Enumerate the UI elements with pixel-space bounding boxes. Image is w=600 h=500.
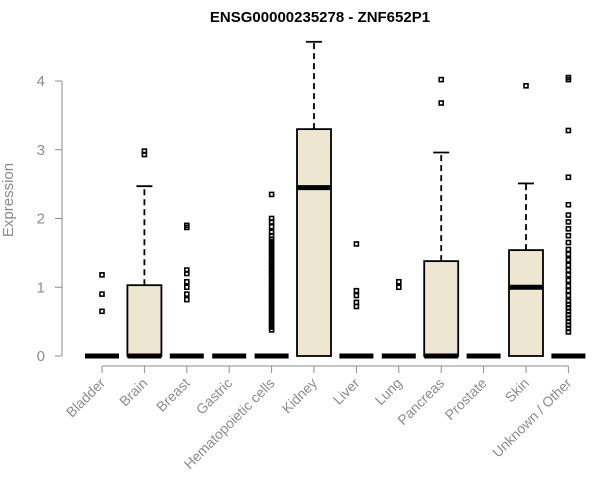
- outlier-point: [268, 191, 275, 198]
- outlier-point: [438, 100, 445, 106]
- outlier-point: [565, 287, 572, 294]
- y-tick-label: 1: [37, 279, 45, 296]
- x-tick-label: Brain: [116, 375, 150, 409]
- box-iqr: [423, 260, 460, 357]
- box-group: [296, 40, 332, 357]
- outlier-point: [565, 219, 572, 225]
- outlier-point: [565, 127, 572, 134]
- box-iqr: [296, 128, 332, 357]
- outlier-point: [184, 278, 190, 285]
- outlier-point: [565, 239, 572, 246]
- box-iqr: [508, 249, 544, 357]
- outlier-point: [268, 215, 275, 222]
- outlier-point: [565, 212, 572, 218]
- outlier-point: [565, 246, 572, 253]
- x-tick-label: Skin: [502, 375, 533, 406]
- box-group: [339, 241, 374, 359]
- y-tick-label: 0: [37, 348, 45, 365]
- box-group: [551, 74, 586, 359]
- box-group: [254, 191, 289, 359]
- outlier-point: [395, 278, 402, 285]
- outlier-point: [565, 298, 572, 304]
- outlier-point: [565, 262, 572, 269]
- y-tick-label: 3: [37, 142, 45, 159]
- outlier-point: [353, 292, 360, 299]
- outlier-point: [99, 291, 105, 297]
- y-axis-label: Expression: [0, 163, 17, 237]
- outlier-point: [99, 308, 105, 315]
- outlier-point: [565, 267, 572, 273]
- x-tick-label: Unknown / Other: [489, 375, 575, 461]
- outlier-point: [395, 284, 402, 291]
- x-tick-label: Prostate: [442, 375, 490, 423]
- outlier-point: [565, 277, 572, 284]
- outlier-point: [565, 283, 572, 289]
- box-group: [85, 272, 119, 359]
- box-group: [126, 148, 163, 359]
- x-tick-label: Breast: [153, 375, 193, 415]
- x-tick-label: Liver: [330, 375, 363, 408]
- box-group: [381, 278, 416, 359]
- y-tick-label: 4: [37, 73, 45, 90]
- outlier-point: [353, 241, 360, 247]
- outlier-point: [565, 74, 572, 81]
- y-tick-label: 2: [37, 211, 45, 228]
- outlier-point: [565, 174, 572, 181]
- chart-title: ENSG00000235278 - ZNF652P1: [210, 9, 430, 26]
- outlier-point: [184, 296, 190, 303]
- outlier-point: [184, 267, 190, 273]
- outlier-point: [353, 299, 360, 306]
- outlier-point: [565, 272, 572, 278]
- outlier-point: [565, 226, 572, 232]
- outlier-point: [184, 284, 190, 291]
- y-axis: 0 1 2 3 4: [37, 73, 63, 365]
- outlier-point: [565, 251, 572, 258]
- outlier-point: [565, 292, 572, 299]
- box-series: [85, 40, 586, 359]
- box-iqr: [126, 284, 163, 357]
- outlier-point: [565, 201, 572, 208]
- outlier-point: [438, 76, 445, 83]
- outlier-point: [141, 148, 148, 154]
- box-group: [169, 222, 204, 359]
- outlier-point: [99, 272, 105, 278]
- outlier-point: [353, 287, 360, 294]
- outlier-point: [268, 229, 275, 236]
- outlier-point: [268, 223, 275, 230]
- outlier-point: [523, 83, 529, 89]
- outlier-point: [565, 256, 572, 263]
- x-tick-label: Lung: [372, 375, 405, 408]
- outlier-point: [565, 232, 572, 239]
- x-tick-label: Kidney: [279, 375, 321, 417]
- x-tick-label: Pancreas: [394, 375, 447, 428]
- outlier-point: [184, 291, 190, 297]
- box-group: [508, 83, 544, 357]
- x-tick-label: Bladder: [63, 375, 109, 421]
- outlier-point: [184, 222, 190, 229]
- box-group: [423, 76, 460, 359]
